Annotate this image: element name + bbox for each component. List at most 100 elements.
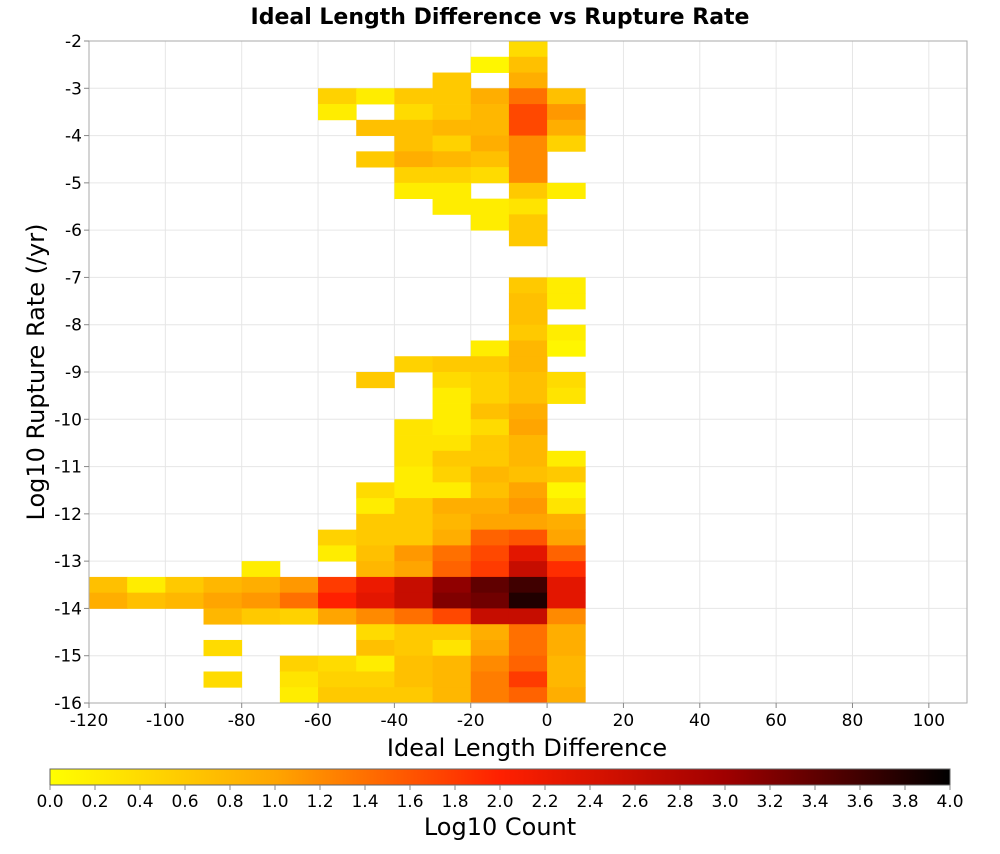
heatmap-cell <box>394 656 433 672</box>
heatmap-cell <box>165 577 204 593</box>
heatmap-cell <box>356 687 395 703</box>
heatmap-cell <box>394 151 433 167</box>
heatmap-cell <box>471 104 510 120</box>
heatmap-cell <box>509 88 548 104</box>
y-tick-label: -10 <box>54 410 82 430</box>
heatmap-cell <box>471 340 510 356</box>
x-tick-label: -20 <box>457 711 485 731</box>
heatmap-cell <box>547 120 586 136</box>
x-tick-label: -120 <box>70 711 109 731</box>
heatmap-cell <box>471 561 510 577</box>
heatmap-cell <box>547 325 586 341</box>
heatmap-cell <box>509 73 548 89</box>
colorbar-tick-label: 0.8 <box>216 792 243 812</box>
heatmap-cell <box>318 687 357 703</box>
heatmap-cell <box>547 482 586 498</box>
x-tick-label: -40 <box>381 711 409 731</box>
heatmap-cell <box>509 41 548 57</box>
heatmap-cell <box>356 640 395 656</box>
heatmap-cell <box>547 577 586 593</box>
colorbar-tick-label: 2.8 <box>666 792 693 812</box>
heatmap-cell <box>471 687 510 703</box>
heatmap-cell <box>433 88 472 104</box>
heatmap-cell <box>471 671 510 687</box>
heatmap-cell <box>509 356 548 372</box>
heatmap-cell <box>471 435 510 451</box>
colorbar-tick-label: 3.6 <box>846 792 873 812</box>
heatmap-cell <box>509 151 548 167</box>
heatmap-cell <box>433 199 472 215</box>
heatmap-cell <box>394 104 433 120</box>
colorbar-tick-label: 0.6 <box>171 792 198 812</box>
heatmap-cell <box>509 530 548 546</box>
x-tick-label: 80 <box>842 711 864 731</box>
heatmap-cell <box>509 104 548 120</box>
x-tick-label: 0 <box>542 711 553 731</box>
heatmap-cell <box>433 372 472 388</box>
heatmap-cell <box>356 151 395 167</box>
heatmap-cell <box>394 451 433 467</box>
heatmap-cell <box>356 561 395 577</box>
colorbar-tick-label: 1.0 <box>261 792 288 812</box>
heatmap-cell <box>280 593 319 609</box>
heatmap-cell <box>509 404 548 420</box>
heatmap-cell <box>547 561 586 577</box>
heatmap-cell <box>242 593 281 609</box>
heatmap-cell <box>356 577 395 593</box>
heatmap-cell <box>547 340 586 356</box>
heatmap-cell <box>280 656 319 672</box>
colorbar-tick-label: 0.2 <box>81 792 108 812</box>
heatmap-cell <box>318 593 357 609</box>
x-tick-label: 40 <box>689 711 711 731</box>
heatmap-cell <box>394 498 433 514</box>
heatmap-cell <box>547 277 586 293</box>
colorbar-tick-label: 0.4 <box>126 792 153 812</box>
heatmap-cell <box>509 293 548 309</box>
x-tick-label: 60 <box>765 711 787 731</box>
heatmap-cell <box>509 230 548 246</box>
heatmap-cell <box>547 608 586 624</box>
heatmap-cell <box>471 624 510 640</box>
heatmap-cell <box>242 561 281 577</box>
y-tick-label: -8 <box>65 316 82 336</box>
y-tick-label: -6 <box>65 221 82 241</box>
heatmap-cell <box>471 120 510 136</box>
heatmap-cell <box>318 608 357 624</box>
heatmap-cell <box>509 277 548 293</box>
x-tick-label: -80 <box>228 711 256 731</box>
heatmap-cell <box>471 136 510 152</box>
heatmap-cell <box>509 545 548 561</box>
heatmap-cell <box>509 514 548 530</box>
heatmap-cell <box>204 671 243 687</box>
heatmap-cell <box>433 104 472 120</box>
heatmap-cell <box>433 467 472 483</box>
heatmap-cell <box>280 608 319 624</box>
heatmap-cell <box>509 577 548 593</box>
heatmap-cell <box>204 608 243 624</box>
colorbar-tick-label: 4.0 <box>936 792 963 812</box>
heatmap-cell <box>394 482 433 498</box>
heatmap-cell <box>356 514 395 530</box>
heatmap-cell <box>509 451 548 467</box>
y-tick-label: -15 <box>54 647 82 667</box>
heatmap-cell <box>280 577 319 593</box>
heatmap-cell <box>433 671 472 687</box>
heatmap-cell <box>433 640 472 656</box>
heatmap-cell <box>394 640 433 656</box>
heatmap-cell <box>433 120 472 136</box>
heatmap-cell <box>509 561 548 577</box>
heatmap-cell <box>547 530 586 546</box>
heatmap-cell <box>433 561 472 577</box>
heatmap-cell <box>509 687 548 703</box>
heatmap-cell <box>318 656 357 672</box>
heatmap-cell <box>509 388 548 404</box>
heatmap-cell <box>509 498 548 514</box>
heatmap-cell <box>509 640 548 656</box>
heatmap-cell <box>204 593 243 609</box>
heatmap-cell <box>547 372 586 388</box>
heatmap-cell <box>547 293 586 309</box>
heatmap-cell <box>509 120 548 136</box>
heatmap-cell <box>433 608 472 624</box>
colorbar <box>50 769 950 785</box>
